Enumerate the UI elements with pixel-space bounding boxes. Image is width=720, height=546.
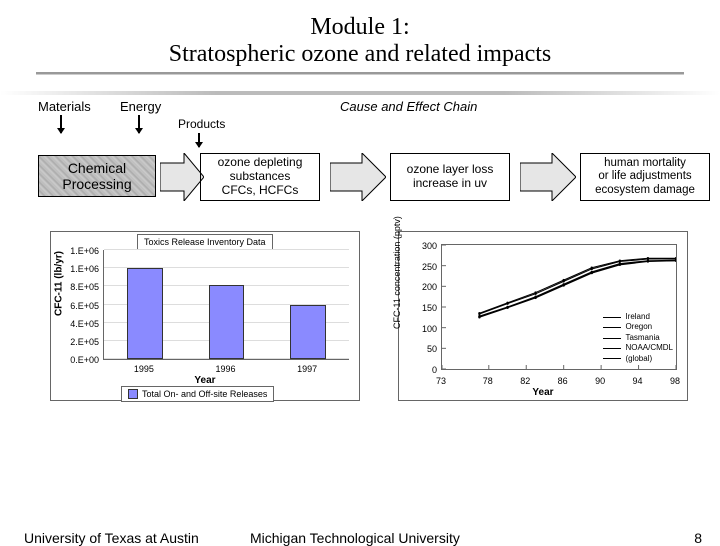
- legend-item: Tasmania: [603, 333, 673, 343]
- label-products: Products: [178, 117, 225, 131]
- stage4-label: human mortalityor life adjustmentsecosys…: [595, 157, 695, 197]
- block-arrow-icon: [330, 153, 386, 201]
- label-materials: Materials: [38, 99, 91, 114]
- bar-chart-legend-label: Total On- and Off-site Releases: [142, 389, 267, 399]
- stage3-label: ozone layer lossincrease in uv: [407, 163, 494, 191]
- cause-effect-title: Cause and Effect Chain: [340, 99, 477, 114]
- bar-chart-title: Toxics Release Inventory Data: [137, 234, 273, 250]
- divider: [0, 91, 720, 95]
- stage1-label: ChemicalProcessing: [62, 160, 131, 192]
- arrow-down-icon: [198, 133, 200, 147]
- bar-chart-ylabel: CFC-11 (lb/yr): [54, 251, 65, 316]
- arrow-down-icon: [60, 115, 62, 133]
- bar: [127, 268, 163, 359]
- title-underline: [36, 72, 684, 75]
- title-line-2: Stratospheric ozone and related impacts: [0, 41, 720, 68]
- block-arrow-icon: [520, 153, 576, 201]
- bar: [209, 285, 245, 359]
- bar-chart-legend: Total On- and Off-site Releases: [121, 386, 274, 402]
- footer-left: University of Texas at Austin: [24, 530, 199, 546]
- legend-item: (global): [603, 354, 673, 364]
- bar: [290, 305, 326, 359]
- block-arrow-icon: [160, 153, 204, 201]
- bar-chart-plot-area: [103, 250, 349, 360]
- bar-chart-xlabel: Year: [194, 375, 215, 386]
- line-chart-cfc11-concentration: CFC-11 concentration (pptv) Year Ireland…: [398, 231, 688, 401]
- title-line-1: Module 1:: [0, 14, 720, 41]
- legend-item: NOAA/CMDL: [603, 343, 673, 353]
- page-number: 8: [694, 530, 702, 546]
- line-chart-ylabel: CFC-11 concentration (pptv): [392, 217, 402, 330]
- line-chart-legend: IrelandOregonTasmaniaNOAA/CMDL(global): [603, 312, 673, 364]
- footer-center: Michigan Technological University: [250, 530, 460, 546]
- legend-item: Ireland: [603, 312, 673, 322]
- stage-chemical-processing: ChemicalProcessing: [38, 155, 156, 197]
- cause-effect-header-row: Materials Energy Products Cause and Effe…: [0, 97, 720, 127]
- line-chart-xlabel: Year: [532, 387, 553, 398]
- stage2-label: ozone depletingsubstancesCFCs, HCFCs: [218, 156, 303, 197]
- charts-row: Toxics Release Inventory Data CFC-11 (lb…: [0, 223, 720, 443]
- cause-effect-chain: ChemicalProcessing ozone depletingsubsta…: [0, 149, 720, 215]
- arrow-down-icon: [138, 115, 140, 133]
- stage-human-impact: human mortalityor life adjustmentsecosys…: [580, 153, 710, 201]
- slide-title: Module 1: Stratospheric ozone and relate…: [0, 0, 720, 81]
- legend-swatch: [128, 389, 138, 399]
- stage-ozone-loss: ozone layer lossincrease in uv: [390, 153, 510, 201]
- bar-chart-cfc11-releases: Toxics Release Inventory Data CFC-11 (lb…: [50, 231, 360, 401]
- stage-ozone-depleting: ozone depletingsubstancesCFCs, HCFCs: [200, 153, 320, 201]
- label-energy: Energy: [120, 99, 161, 114]
- legend-item: Oregon: [603, 322, 673, 332]
